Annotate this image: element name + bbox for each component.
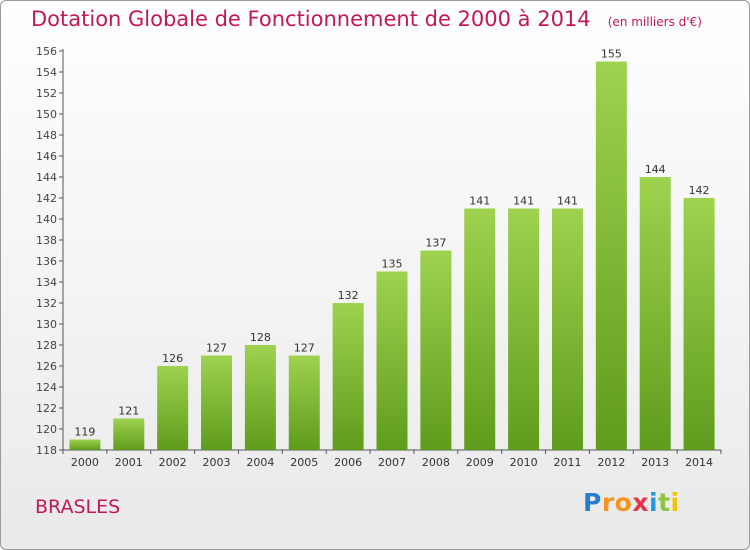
bar (639, 177, 671, 450)
y-axis: 118 120 122 124 126 128 130 132 134 136 138 140 142 1… (36, 45, 64, 457)
bar (420, 250, 452, 450)
y-tick-label: 118 (36, 444, 57, 457)
y-tick-label: 126 (36, 360, 57, 373)
logo-letter: P (583, 488, 602, 517)
data-label: 132 (338, 289, 359, 302)
bar (69, 439, 101, 450)
y-tick-label: 152 (36, 87, 57, 100)
x-tick-label: 2003 (203, 456, 231, 469)
x-tick-label: 2001 (115, 456, 143, 469)
y-tick-label: 130 (36, 318, 57, 331)
y-tick-label: 148 (36, 129, 57, 142)
logo-letter: r (601, 488, 615, 517)
commune-name: BRASLES (35, 496, 121, 518)
y-tick-label: 154 (36, 66, 57, 79)
logo-letter: o (614, 488, 633, 517)
logo-letter: i (670, 488, 680, 517)
bars-group (69, 61, 715, 450)
data-labels-group: 119 121 126 127 128 127 132 135 137 141 141 141 155 1… (74, 48, 709, 439)
data-label: 141 (513, 195, 534, 208)
y-tick-label: 136 (36, 255, 57, 268)
data-label: 119 (74, 426, 95, 439)
data-label: 137 (425, 237, 446, 250)
data-label: 126 (162, 352, 183, 365)
y-tick-label: 142 (36, 192, 57, 205)
x-tick-label: 2009 (466, 456, 494, 469)
data-label: 127 (206, 342, 227, 355)
x-tick-label: 2004 (246, 456, 274, 469)
bar (201, 355, 233, 450)
x-tick-label: 2000 (71, 456, 99, 469)
y-tick-label: 144 (36, 171, 57, 184)
bar (288, 355, 320, 450)
bar (508, 208, 540, 450)
x-tick-label: 2011 (553, 456, 581, 469)
chart-unit-label: (en milliers d'€) (607, 15, 702, 29)
bar (113, 418, 145, 450)
logo-letter: x (632, 488, 649, 517)
y-tick-label: 140 (36, 213, 57, 226)
proxiti-logo[interactable]: Proxiti (583, 488, 680, 517)
y-tick-label: 122 (36, 402, 57, 415)
data-label: 127 (294, 342, 315, 355)
bar (683, 198, 715, 450)
bar (595, 61, 627, 450)
y-tick-label: 132 (36, 297, 57, 310)
x-tick-label: 2013 (641, 456, 669, 469)
x-tick-label: 2008 (422, 456, 450, 469)
data-label: 141 (469, 195, 490, 208)
x-tick-label: 2006 (334, 456, 362, 469)
bar (464, 208, 496, 450)
y-tick-label: 156 (36, 45, 57, 58)
logo-letter: i (649, 488, 659, 517)
chart-title: Dotation Globale de Fonctionnement de 20… (31, 7, 591, 31)
data-label: 128 (250, 331, 271, 344)
y-tick-label: 150 (36, 108, 57, 121)
y-tick-label: 128 (36, 339, 57, 352)
x-tick-label: 2012 (597, 456, 625, 469)
bar (244, 345, 276, 450)
y-tick-label: 138 (36, 234, 57, 247)
chart-title-block: Dotation Globale de Fonctionnement de 20… (31, 7, 702, 31)
data-label: 144 (645, 163, 666, 176)
data-label: 141 (557, 195, 578, 208)
data-label: 142 (689, 184, 710, 197)
data-label: 135 (382, 258, 403, 271)
x-tick-label: 2002 (159, 456, 187, 469)
y-tick-label: 134 (36, 276, 57, 289)
logo-letter: t (658, 488, 671, 517)
y-tick-label: 120 (36, 423, 57, 436)
x-axis: 2000 2001 2002 2003 2004 2005 2006 2007 2008 2009… (62, 449, 722, 469)
bar (157, 366, 189, 450)
bar (551, 208, 583, 450)
data-label: 121 (118, 405, 139, 418)
x-tick-label: 2014 (685, 456, 713, 469)
x-tick-label: 2005 (290, 456, 318, 469)
x-tick-label: 2007 (378, 456, 406, 469)
data-label: 155 (601, 48, 622, 61)
y-tick-label: 124 (36, 381, 57, 394)
bar (332, 303, 364, 450)
y-tick-label: 146 (36, 150, 57, 163)
bar (376, 271, 408, 450)
x-tick-label: 2010 (510, 456, 538, 469)
